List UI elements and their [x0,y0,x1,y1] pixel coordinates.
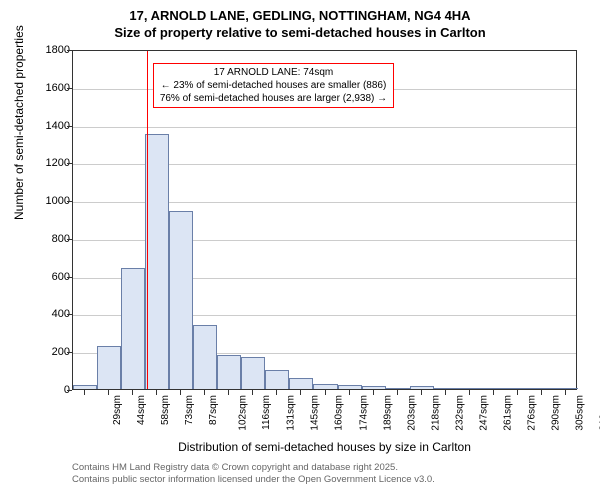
annotation-line2: ← 23% of semi-detached houses are smalle… [160,79,387,92]
histogram-bar [530,388,554,389]
x-tick-label: 131sqm [286,395,297,431]
y-tick-mark [67,239,72,240]
y-tick-mark [67,163,72,164]
histogram-bar [458,388,482,389]
x-tick-label: 58sqm [160,395,171,425]
x-tick-label: 44sqm [136,395,147,425]
x-tick-mark [565,390,566,395]
y-axis-label: Number of semi-detached properties [12,25,26,220]
x-tick-mark [276,390,277,395]
y-tick-label: 200 [30,346,70,358]
histogram-bar [121,268,145,389]
x-tick-label: 29sqm [112,395,123,425]
x-tick-mark [469,390,470,395]
histogram-bar [386,388,410,390]
x-tick-mark [252,390,253,395]
x-tick-label: 218sqm [430,395,441,431]
x-tick-mark [108,390,109,395]
chart-title-line1: 17, ARNOLD LANE, GEDLING, NOTTINGHAM, NG… [0,0,600,25]
x-tick-mark [325,390,326,395]
x-tick-mark [84,390,85,395]
x-tick-label: 174sqm [358,395,369,431]
histogram-bar [265,370,289,389]
histogram-bar [73,385,97,389]
x-tick-label: 203sqm [406,395,417,431]
x-tick-mark [493,390,494,395]
footer: Contains HM Land Registry data © Crown c… [72,462,435,487]
y-tick-label: 800 [30,233,70,245]
footer-line1: Contains HM Land Registry data © Crown c… [72,462,435,474]
histogram-bar [362,386,386,389]
chart-title-line2: Size of property relative to semi-detach… [0,25,600,42]
y-tick-label: 0 [30,384,70,396]
histogram-bar [338,385,362,389]
x-tick-mark [300,390,301,395]
y-tick-mark [67,201,72,202]
annotation-line3: 76% of semi-detached houses are larger (… [160,92,387,105]
chart-container: 17, ARNOLD LANE, GEDLING, NOTTINGHAM, NG… [0,0,600,500]
x-tick-label: 116sqm [261,395,272,430]
x-tick-mark [204,390,205,395]
histogram-bar [145,134,169,389]
x-axis-label: Distribution of semi-detached houses by … [72,440,577,454]
histogram-bar [506,388,530,389]
plot-area: 17 ARNOLD LANE: 74sqm ← 23% of semi-deta… [72,50,577,390]
y-tick-mark [67,277,72,278]
marker-line [147,51,148,389]
y-tick-label: 1800 [30,44,70,56]
y-tick-label: 1000 [30,195,70,207]
y-tick-mark [67,390,72,391]
x-tick-label: 160sqm [334,395,345,431]
footer-line2: Contains public sector information licen… [72,474,435,486]
histogram-bar [289,378,313,389]
y-tick-mark [67,314,72,315]
histogram-bar [217,355,241,389]
histogram-bar [97,346,121,389]
y-tick-mark [67,88,72,89]
x-tick-mark [132,390,133,395]
x-tick-mark [156,390,157,395]
x-tick-mark [445,390,446,395]
x-tick-mark [517,390,518,395]
y-tick-label: 600 [30,271,70,283]
histogram-bar [554,388,578,389]
y-tick-label: 1200 [30,157,70,169]
y-tick-label: 400 [30,308,70,320]
x-tick-mark [397,390,398,395]
histogram-bar [482,388,506,389]
gridline [73,127,576,128]
x-tick-label: 87sqm [208,395,219,425]
x-tick-label: 232sqm [454,395,465,431]
y-tick-mark [67,352,72,353]
histogram-bar [193,325,217,389]
x-tick-mark [421,390,422,395]
y-tick-label: 1400 [30,120,70,132]
x-tick-label: 102sqm [238,395,249,431]
x-tick-label: 247sqm [478,395,489,431]
x-tick-label: 145sqm [310,395,321,431]
annotation-line1: 17 ARNOLD LANE: 74sqm [160,66,387,79]
histogram-bar [410,386,434,389]
y-tick-mark [67,50,72,51]
histogram-bar [434,388,458,389]
histogram-bar [241,357,265,389]
x-tick-mark [373,390,374,395]
x-tick-label: 261sqm [502,395,513,431]
annotation-box: 17 ARNOLD LANE: 74sqm ← 23% of semi-deta… [153,63,394,108]
x-tick-label: 73sqm [184,395,195,425]
x-tick-label: 276sqm [526,395,537,431]
x-tick-label: 290sqm [550,395,561,431]
x-tick-mark [180,390,181,395]
histogram-bar [313,384,337,389]
x-tick-mark [349,390,350,395]
x-tick-label: 305sqm [575,395,586,431]
x-tick-mark [541,390,542,395]
x-tick-label: 189sqm [382,395,393,431]
histogram-bar [169,211,193,389]
y-tick-mark [67,126,72,127]
x-tick-mark [228,390,229,395]
y-tick-label: 1600 [30,82,70,94]
